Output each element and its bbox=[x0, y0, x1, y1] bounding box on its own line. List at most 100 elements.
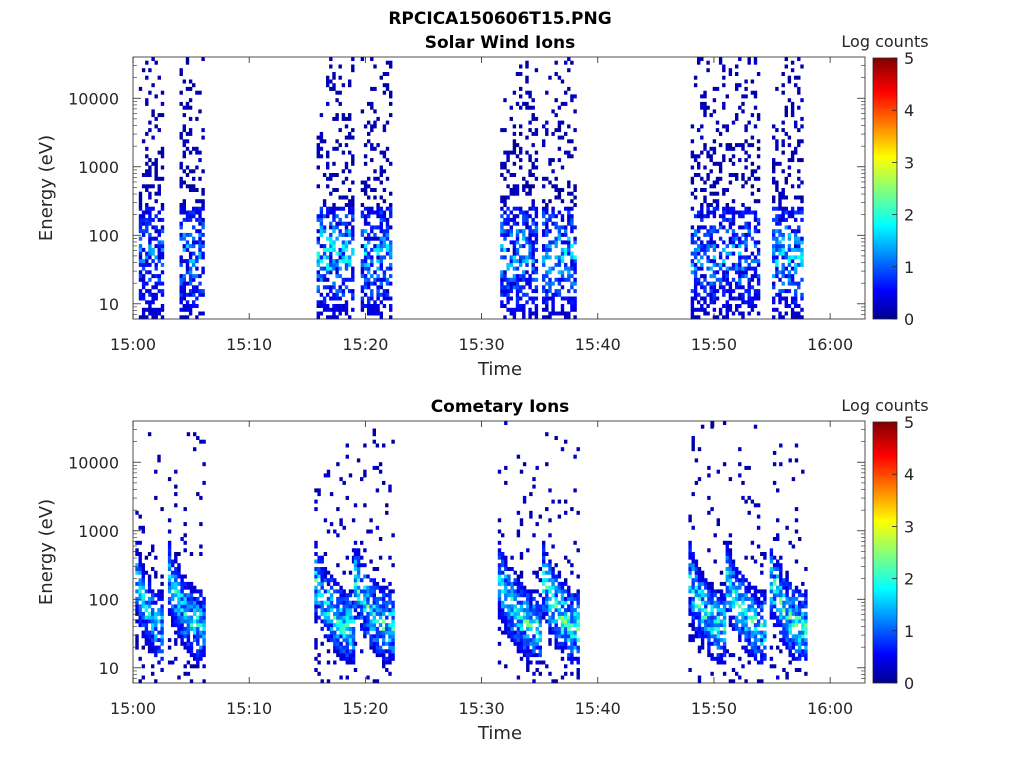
heatmap-cell bbox=[690, 154, 695, 159]
heatmap-cell bbox=[329, 225, 333, 230]
heatmap-cell bbox=[323, 473, 328, 478]
heatmap-cell bbox=[700, 608, 705, 613]
heatmap-cell bbox=[332, 225, 336, 230]
heatmap-cell bbox=[772, 589, 777, 594]
heatmap-cell bbox=[573, 281, 577, 286]
heatmap-cell bbox=[516, 593, 521, 598]
heatmap-cell bbox=[373, 210, 377, 215]
heatmap-cell bbox=[366, 574, 370, 579]
heatmap-cell bbox=[735, 600, 739, 605]
heatmap-cell bbox=[506, 184, 510, 189]
heatmap-cell bbox=[790, 60, 795, 65]
heatmap-cell bbox=[567, 244, 571, 249]
heatmap-cell bbox=[784, 105, 788, 110]
heatmap-cell bbox=[314, 604, 318, 609]
heatmap-cell bbox=[691, 626, 695, 631]
heatmap-cell bbox=[513, 596, 517, 601]
heatmap-cell bbox=[348, 589, 353, 594]
heatmap-cell bbox=[760, 593, 764, 598]
heatmap-cell bbox=[145, 315, 149, 320]
heatmap-cell bbox=[573, 596, 577, 601]
heatmap-cell bbox=[800, 158, 804, 163]
heatmap-cell bbox=[151, 626, 155, 631]
heatmap-cell bbox=[747, 221, 751, 226]
heatmap-cell bbox=[333, 645, 337, 650]
heatmap-cell bbox=[344, 165, 349, 170]
heatmap-cell bbox=[535, 465, 539, 470]
heatmap-cell bbox=[570, 259, 574, 264]
heatmap-cell bbox=[753, 225, 758, 230]
heatmap-cell bbox=[784, 109, 788, 114]
heatmap-cell bbox=[531, 311, 535, 316]
heatmap-cell bbox=[691, 552, 695, 556]
heatmap-cell bbox=[545, 255, 549, 260]
heatmap-cell bbox=[367, 262, 371, 267]
heatmap-cell bbox=[722, 619, 727, 624]
heatmap-cell bbox=[700, 240, 704, 245]
heatmap-cell bbox=[375, 581, 380, 586]
heatmap-cell bbox=[738, 634, 742, 639]
heatmap-cell bbox=[157, 593, 161, 598]
heatmap-cell bbox=[319, 221, 324, 226]
heatmap-cell bbox=[513, 581, 517, 586]
heatmap-cell bbox=[351, 604, 356, 609]
heatmap-cell bbox=[348, 611, 353, 616]
heatmap-cell bbox=[744, 619, 748, 624]
heatmap-cell bbox=[716, 645, 720, 650]
heatmap-cell bbox=[697, 165, 701, 170]
heatmap-cell bbox=[138, 567, 142, 571]
heatmap-cell bbox=[335, 296, 339, 301]
heatmap-cell bbox=[704, 585, 708, 590]
heatmap-cell bbox=[693, 173, 698, 177]
heatmap-cell bbox=[691, 447, 695, 452]
heatmap-cell bbox=[356, 578, 361, 583]
heatmap-cell bbox=[728, 180, 733, 185]
heatmap-cell bbox=[725, 251, 729, 256]
heatmap-cell bbox=[382, 604, 386, 609]
heatmap-cell bbox=[763, 623, 767, 628]
heatmap-cell bbox=[772, 285, 776, 290]
heatmap-cell bbox=[750, 593, 755, 598]
heatmap-cell bbox=[535, 608, 539, 613]
heatmap-cell bbox=[183, 630, 187, 635]
heatmap-cell bbox=[750, 649, 755, 654]
heatmap-cell bbox=[504, 563, 508, 568]
heatmap-cell bbox=[712, 292, 717, 297]
heatmap-cell bbox=[703, 225, 707, 230]
heatmap-cell bbox=[516, 608, 521, 613]
heatmap-cell bbox=[787, 277, 792, 282]
heatmap-cell bbox=[351, 653, 356, 658]
heatmap-cell bbox=[507, 626, 511, 631]
heatmap-cell bbox=[551, 581, 555, 586]
x-tick-label: 15:10 bbox=[226, 335, 272, 354]
heatmap-cell bbox=[348, 232, 352, 237]
heatmap-cell bbox=[557, 232, 562, 237]
heatmap-cell bbox=[570, 281, 574, 286]
heatmap-cell bbox=[193, 447, 197, 452]
heatmap-cell bbox=[179, 225, 183, 230]
heatmap-cell bbox=[506, 206, 510, 211]
heatmap-cell bbox=[504, 604, 508, 609]
heatmap-cell bbox=[379, 244, 383, 249]
heatmap-cell bbox=[778, 217, 782, 222]
heatmap-cell bbox=[332, 210, 336, 215]
heatmap-cell bbox=[528, 285, 532, 290]
heatmap-cell bbox=[554, 634, 558, 639]
heatmap-cell bbox=[564, 277, 568, 282]
heatmap-cell bbox=[700, 188, 704, 192]
heatmap-cell bbox=[193, 626, 197, 631]
heatmap-cell bbox=[731, 668, 736, 672]
heatmap-cell bbox=[182, 203, 186, 207]
heatmap-cell bbox=[738, 210, 742, 215]
heatmap-cell bbox=[382, 638, 386, 643]
heatmap-cell bbox=[704, 623, 708, 628]
heatmap-cell bbox=[712, 109, 717, 114]
heatmap-cell bbox=[389, 304, 393, 308]
heatmap-cell bbox=[198, 109, 202, 114]
heatmap-cell bbox=[507, 619, 511, 624]
heatmap-cell bbox=[160, 176, 165, 181]
heatmap-cell bbox=[516, 454, 521, 459]
heatmap-cell bbox=[516, 630, 521, 635]
heatmap-cell bbox=[747, 626, 751, 631]
heatmap-cell bbox=[316, 315, 320, 320]
